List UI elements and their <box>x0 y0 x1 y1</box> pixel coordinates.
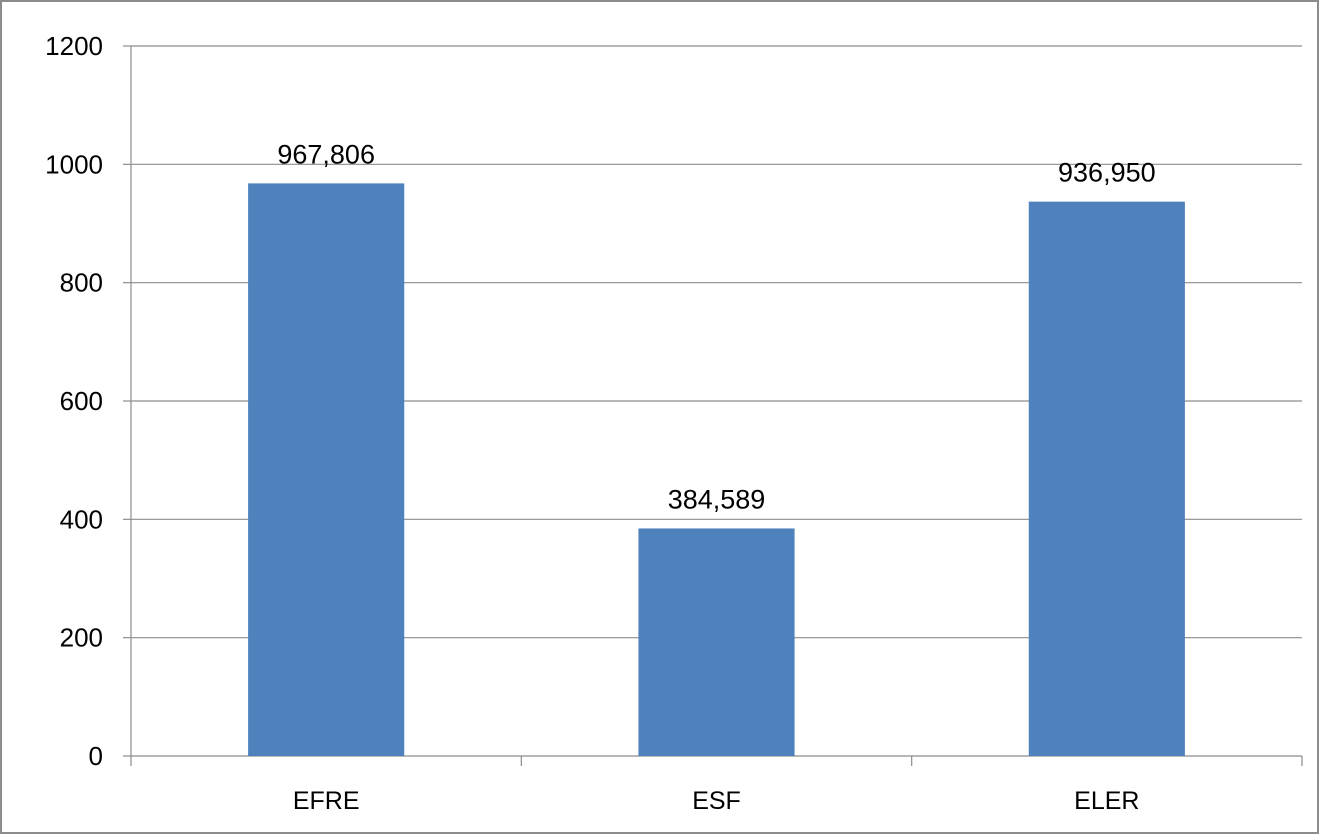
data-label: 384,589 <box>668 484 766 514</box>
bar-efre <box>248 183 405 756</box>
y-tick-label: 800 <box>60 268 103 298</box>
x-category-label: ESF <box>692 787 741 815</box>
data-label: 936,950 <box>1058 158 1156 188</box>
y-tick-label: 200 <box>60 623 103 653</box>
x-category-label: ELER <box>1074 787 1139 815</box>
y-tick-label: 400 <box>60 504 103 534</box>
y-tick-label: 1000 <box>45 149 103 179</box>
x-category-label: EFRE <box>293 787 360 815</box>
y-tick-label: 1200 <box>45 31 103 61</box>
bar-eler <box>1028 201 1185 756</box>
y-tick-label: 0 <box>89 741 103 771</box>
labels: 0 200 400 600 800 1000 1200 967,806 EFRE 384,589 E… <box>45 31 1155 815</box>
bars <box>248 183 1185 756</box>
y-tick-label: 600 <box>60 386 103 416</box>
bar-esf <box>638 528 795 756</box>
data-label: 967,806 <box>277 139 375 169</box>
